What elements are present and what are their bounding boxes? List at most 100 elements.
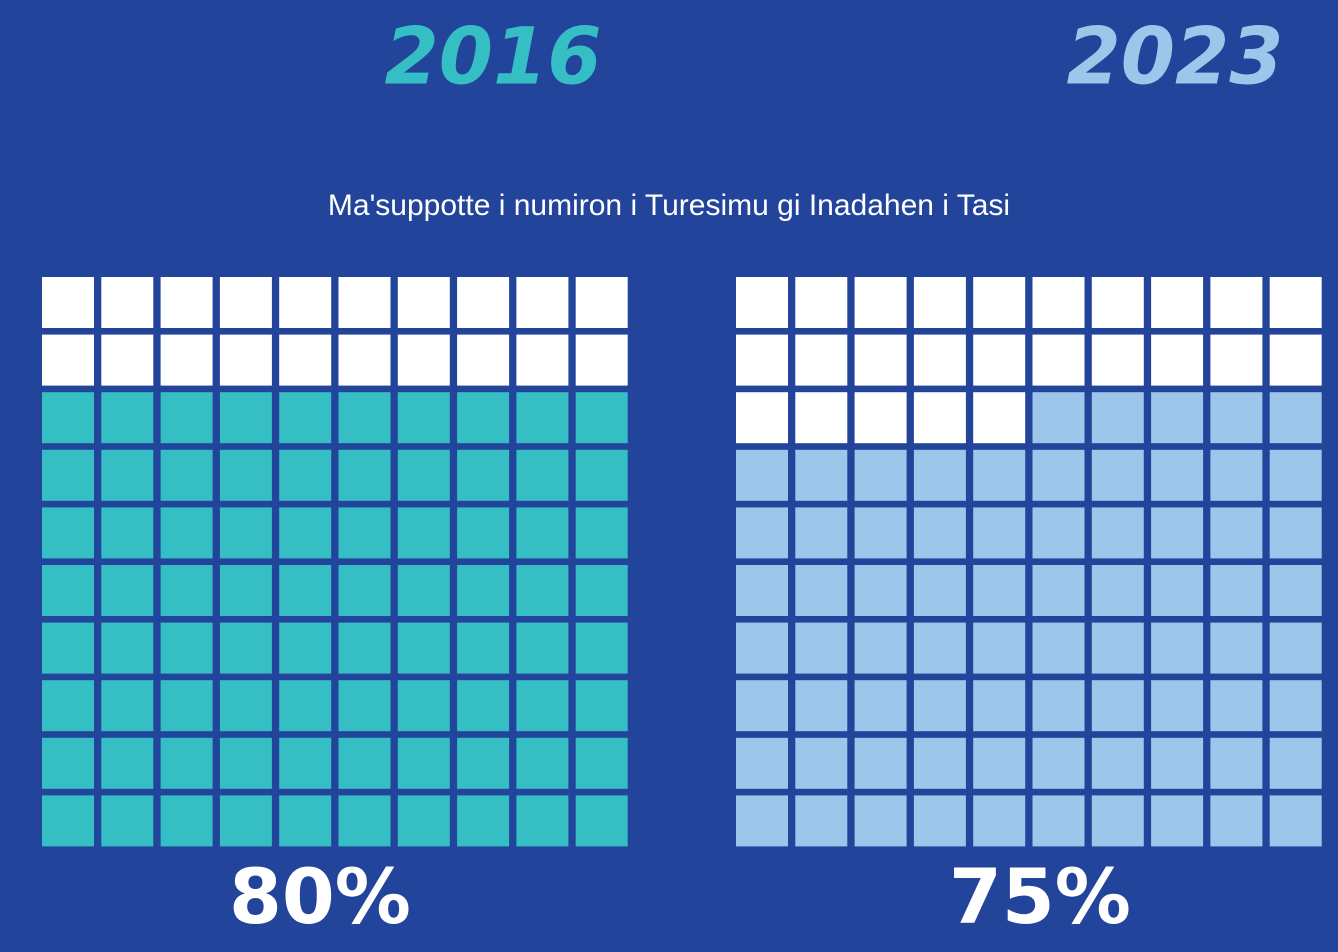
waffle-cell <box>854 622 907 674</box>
waffle-cell-empty <box>219 277 272 328</box>
waffle-cell <box>279 622 332 674</box>
waffle-cell <box>1032 680 1085 732</box>
waffle-cell-empty <box>973 392 1026 444</box>
waffle-cell <box>279 507 332 559</box>
waffle-cell <box>160 507 213 559</box>
waffle-cell <box>1210 737 1263 789</box>
waffle-cell-empty <box>457 277 510 328</box>
waffle-cell-empty <box>279 334 332 386</box>
waffle-cell-empty <box>1210 334 1263 386</box>
waffle-cell <box>973 795 1026 847</box>
waffle-cell <box>397 392 450 444</box>
waffle-cell-empty <box>1210 277 1263 328</box>
waffle-cell <box>279 795 332 847</box>
waffle-cell <box>338 795 391 847</box>
waffle-cell-empty <box>795 392 848 444</box>
waffle-cell <box>1151 622 1204 674</box>
waffle-cell-empty <box>42 277 94 328</box>
waffle-cell-empty <box>575 277 628 328</box>
waffle-cell-empty <box>279 277 332 328</box>
waffle-cell <box>854 795 907 847</box>
waffle-cell <box>973 622 1026 674</box>
waffle-cell <box>279 680 332 732</box>
waffle-cell <box>1269 507 1322 559</box>
waffle-cell <box>913 680 966 732</box>
waffle-cell <box>1210 392 1263 444</box>
waffle-cell-empty <box>736 392 788 444</box>
waffle-cell <box>101 507 154 559</box>
waffle-cell-empty <box>160 277 213 328</box>
waffle-cell <box>516 565 569 616</box>
waffle-cell <box>1032 449 1085 501</box>
waffle-cell <box>1269 680 1322 732</box>
waffle-cell-empty <box>338 277 391 328</box>
waffle-cell <box>516 622 569 674</box>
waffle-cell <box>219 392 272 444</box>
waffle-cell-empty <box>1151 334 1204 386</box>
waffle-cell-empty <box>795 334 848 386</box>
waffle-cell-empty <box>101 277 154 328</box>
waffle-cell <box>457 622 510 674</box>
waffle-cell-empty <box>42 334 94 386</box>
waffle-cell-empty <box>973 334 1026 386</box>
waffle-cell <box>913 507 966 559</box>
waffle-cell-empty <box>397 277 450 328</box>
waffle-cell <box>101 737 154 789</box>
waffle-cell <box>42 507 94 559</box>
waffle-cell <box>795 795 848 847</box>
waffle-cell <box>1091 795 1144 847</box>
waffle-cell <box>42 449 94 501</box>
waffle-cell <box>854 507 907 559</box>
waffle-cell <box>516 737 569 789</box>
waffle-cell <box>457 565 510 616</box>
waffle-cell <box>1032 737 1085 789</box>
waffle-cell <box>42 392 94 444</box>
waffle-cell <box>736 449 788 501</box>
waffle-cell <box>1269 622 1322 674</box>
waffle-cell <box>338 565 391 616</box>
waffle-cell <box>575 507 628 559</box>
waffle-cell <box>1032 565 1085 616</box>
waffle-cell <box>516 449 569 501</box>
waffle-cell <box>42 680 94 732</box>
waffle-cell-empty <box>1269 334 1322 386</box>
waffle-cell <box>973 737 1026 789</box>
waffle-cell <box>795 680 848 732</box>
waffle-cell-empty <box>854 392 907 444</box>
waffle-cell-empty <box>795 277 848 328</box>
waffle-cell-empty <box>219 334 272 386</box>
waffle-cell <box>1091 737 1144 789</box>
waffle-cell <box>101 449 154 501</box>
year-heading: 2023 <box>1066 12 1283 102</box>
waffle-cell <box>160 622 213 674</box>
waffle-cell <box>219 737 272 789</box>
waffle-cell <box>42 565 94 616</box>
waffle-cell <box>854 449 907 501</box>
waffle-cell <box>279 392 332 444</box>
waffle-cell <box>338 392 391 444</box>
waffle-cell <box>397 449 450 501</box>
waffle-cell <box>457 737 510 789</box>
waffle-cell <box>279 565 332 616</box>
waffle-cell <box>42 737 94 789</box>
waffle-cell <box>1032 507 1085 559</box>
waffle-cell <box>101 680 154 732</box>
waffle-cell <box>854 680 907 732</box>
waffle-cell <box>160 737 213 789</box>
waffle-cell <box>736 737 788 789</box>
waffle-cell <box>397 737 450 789</box>
waffle-cell <box>795 737 848 789</box>
waffle-cell-empty <box>973 277 1026 328</box>
waffle-cell <box>1210 449 1263 501</box>
waffle-cell <box>160 795 213 847</box>
waffle-cell-empty <box>854 277 907 328</box>
waffle-cell <box>338 680 391 732</box>
waffle-cell <box>338 449 391 501</box>
waffle-cell <box>1269 737 1322 789</box>
waffle-cell-empty <box>1091 277 1144 328</box>
waffle-cell <box>913 795 966 847</box>
waffle-cell <box>160 680 213 732</box>
waffle-cell <box>854 737 907 789</box>
